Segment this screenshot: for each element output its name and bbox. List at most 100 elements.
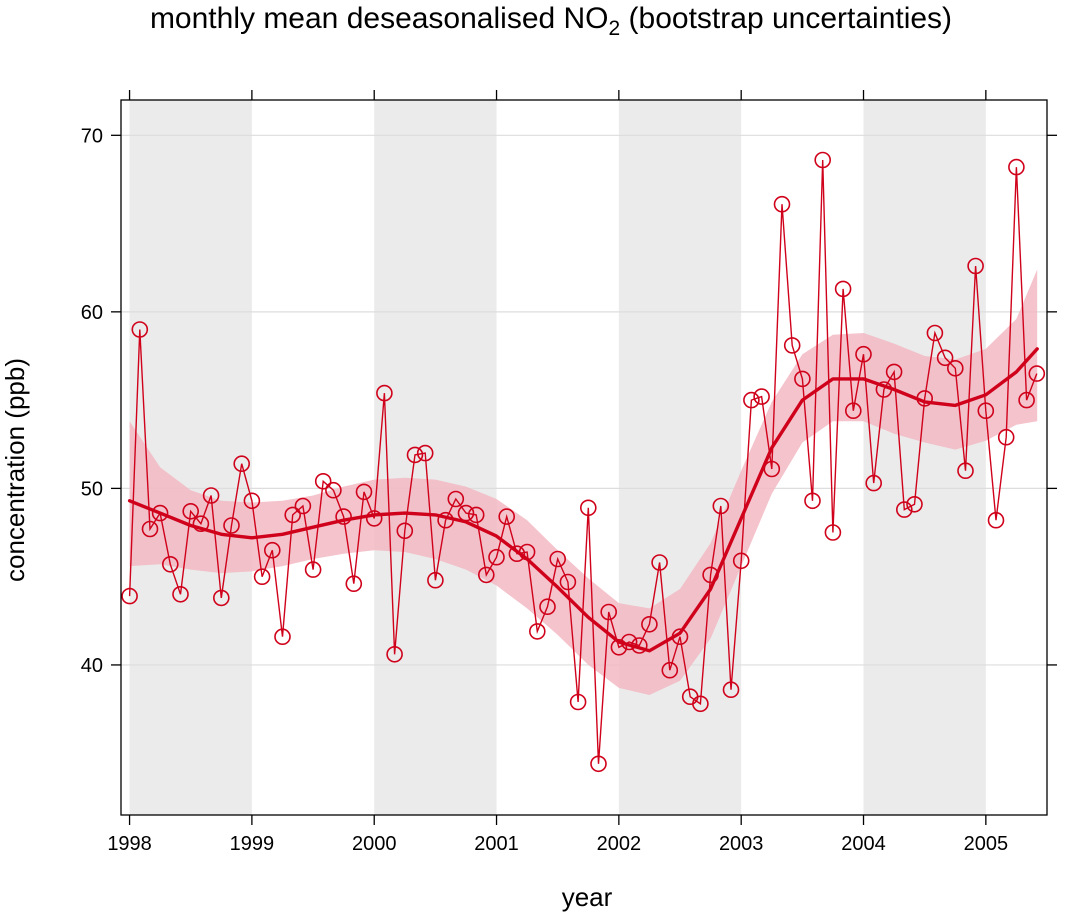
data-point — [885, 363, 903, 381]
x-tick-label: 1998 — [107, 833, 152, 855]
data-point — [335, 508, 352, 525]
year-shade-2000 — [374, 100, 497, 815]
data-point — [1008, 158, 1025, 176]
trend-line-path — [127, 347, 1039, 653]
data-point — [488, 548, 505, 566]
data-point — [151, 504, 169, 522]
chart-title: monthly mean deseasonalised NO2 (bootstr… — [150, 2, 952, 40]
x-tick-label: 2005 — [964, 833, 1009, 855]
data-point — [926, 324, 944, 342]
data-point — [192, 515, 210, 533]
data-point — [162, 555, 179, 573]
data-point — [967, 257, 984, 275]
data-point — [702, 566, 719, 584]
data-point — [997, 428, 1015, 446]
data-point — [416, 444, 434, 462]
data-point — [569, 693, 587, 711]
uncertainty-band — [129, 269, 1038, 695]
data-point — [518, 543, 536, 561]
x-tick-label: 2001 — [474, 833, 519, 855]
data-point — [253, 568, 271, 586]
data-point — [722, 681, 740, 699]
data-point — [304, 561, 322, 578]
data-point — [508, 545, 526, 563]
data-point — [376, 384, 393, 402]
x-tick-label: 2000 — [352, 833, 397, 855]
data-point — [844, 402, 862, 420]
data-point — [804, 492, 821, 510]
axes: 1998 1999 2000 2001 2002 2003 2004 2005 40 50 60 70 — [81, 90, 1057, 855]
data-point — [355, 483, 373, 501]
data-point — [865, 474, 883, 492]
data-point — [824, 524, 842, 541]
data-point — [671, 628, 689, 646]
data-point — [579, 499, 597, 517]
data-point — [834, 280, 852, 298]
data-point — [263, 541, 281, 559]
x-axis-title: year — [562, 882, 613, 912]
data-point — [345, 575, 363, 593]
data-point — [794, 370, 811, 388]
data-point — [763, 460, 781, 478]
data-point — [141, 520, 159, 538]
data-point — [916, 390, 934, 407]
data-point — [427, 571, 444, 589]
data-point — [437, 511, 454, 529]
data-point — [743, 391, 760, 409]
trend-line — [127, 347, 1039, 653]
data-point — [895, 501, 913, 518]
data-point — [712, 497, 730, 515]
monthly-line — [128, 159, 1038, 764]
data-point — [977, 402, 995, 420]
data-point — [539, 598, 556, 616]
data-point — [875, 381, 893, 398]
data-point — [274, 628, 291, 646]
data-point — [957, 462, 974, 480]
y-axis-title: concentration (ppb) — [0, 358, 30, 582]
year-shading — [129, 100, 986, 815]
data-point — [172, 585, 189, 603]
data-point — [406, 446, 424, 464]
data-point — [121, 587, 138, 605]
monthly-series — [121, 151, 1046, 773]
data-point — [182, 502, 199, 520]
data-point — [284, 506, 302, 524]
data-point — [855, 345, 872, 363]
y-tick-label: 60 — [81, 302, 103, 324]
data-point — [447, 490, 465, 508]
data-point — [651, 554, 668, 571]
data-point — [498, 508, 516, 525]
data-point — [1028, 365, 1046, 382]
data-point — [590, 755, 607, 773]
year-shade-2004 — [863, 100, 986, 815]
data-point — [987, 511, 1005, 529]
data-point — [314, 472, 332, 490]
data-point — [386, 645, 403, 663]
data-point — [325, 481, 342, 499]
data-point — [753, 388, 770, 405]
data-point — [477, 566, 495, 584]
data-point — [294, 497, 312, 515]
data-point — [620, 633, 638, 651]
x-tick-label: 2003 — [719, 833, 764, 855]
data-point — [630, 637, 648, 654]
data-point — [549, 550, 567, 568]
data-point — [783, 337, 801, 354]
x-tick-label: 2004 — [841, 833, 886, 855]
data-point — [213, 589, 230, 607]
data-point — [610, 638, 628, 656]
data-point — [692, 695, 709, 713]
gridlines — [121, 134, 1047, 666]
data-point — [131, 321, 149, 338]
y-tick-label: 50 — [81, 478, 103, 500]
data-point — [528, 623, 546, 640]
data-point — [457, 504, 475, 522]
data-point — [559, 573, 577, 591]
y-tick-label: 70 — [81, 125, 103, 147]
data-point — [661, 661, 679, 679]
plot-frame — [120, 99, 1048, 816]
data-point — [946, 359, 964, 377]
data-point — [641, 615, 658, 633]
data-point — [365, 510, 383, 527]
